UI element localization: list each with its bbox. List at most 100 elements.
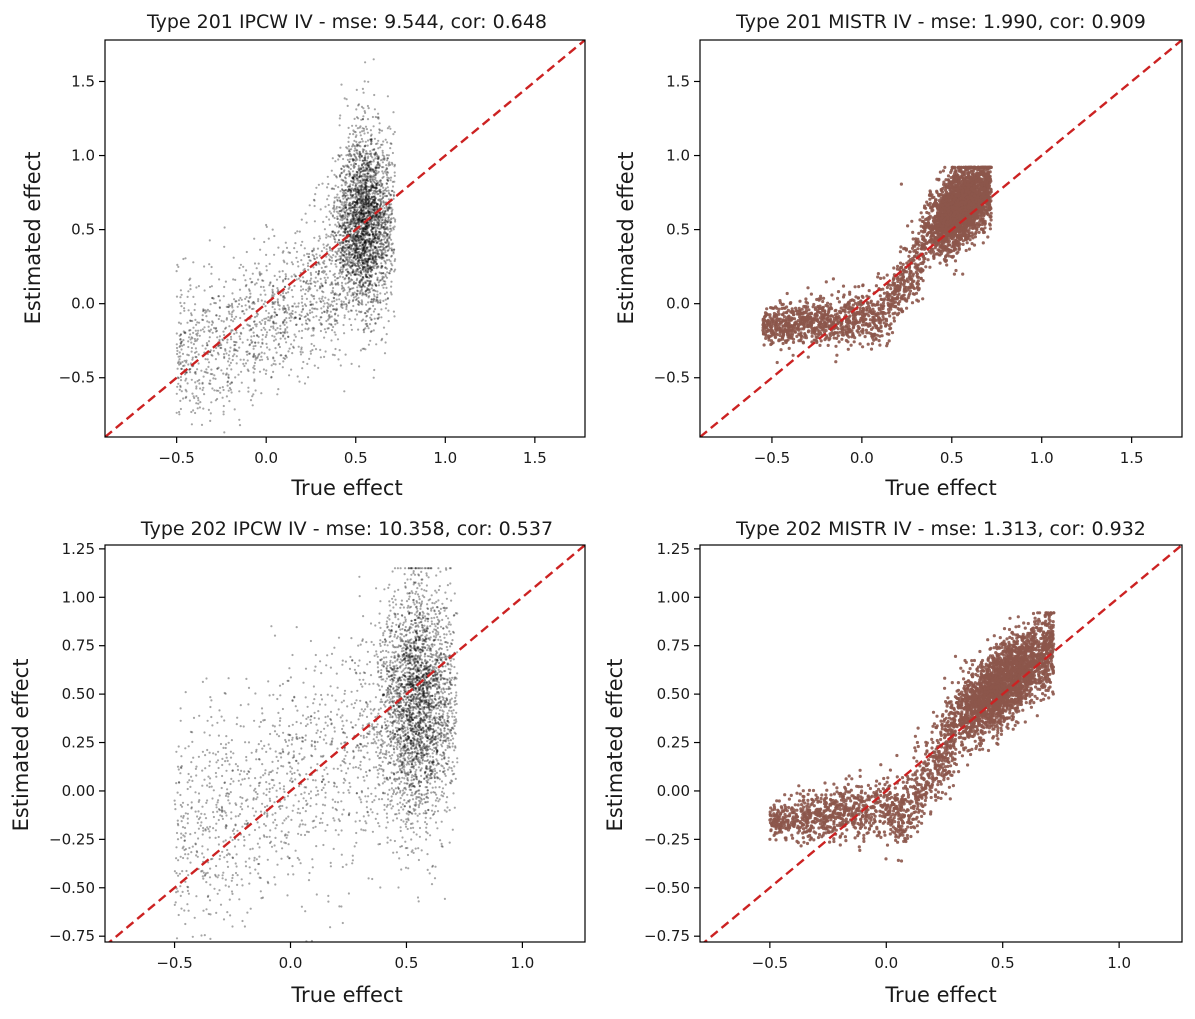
data-point — [340, 228, 342, 230]
data-point — [254, 323, 256, 325]
data-point — [378, 284, 380, 286]
data-point — [382, 140, 384, 142]
data-point — [337, 315, 339, 317]
data-point — [235, 300, 237, 302]
data-point — [359, 210, 361, 212]
data-point — [224, 348, 226, 350]
data-point — [230, 336, 232, 338]
data-point — [261, 338, 263, 340]
data-point — [324, 328, 326, 330]
data-point — [329, 284, 331, 286]
data-point — [282, 360, 284, 362]
data-point — [307, 283, 309, 285]
data-point — [363, 231, 365, 233]
data-point — [196, 368, 198, 370]
data-point — [384, 261, 386, 263]
data-point — [377, 255, 379, 257]
data-point — [297, 375, 299, 377]
data-point — [380, 262, 382, 264]
data-point — [304, 293, 306, 295]
data-point — [190, 342, 192, 344]
data-point — [389, 272, 391, 274]
data-point — [259, 249, 261, 251]
data-point — [373, 125, 375, 127]
data-point — [362, 118, 364, 120]
data-point — [330, 339, 332, 341]
data-point — [356, 313, 358, 315]
data-point — [342, 246, 344, 248]
data-point — [356, 171, 358, 173]
data-point — [216, 314, 218, 316]
data-point — [304, 303, 306, 305]
data-point — [246, 354, 248, 356]
data-point — [352, 177, 354, 179]
data-point — [277, 302, 279, 304]
data-point — [242, 363, 244, 365]
data-point — [367, 132, 369, 134]
data-point — [386, 255, 388, 257]
data-point — [336, 225, 338, 227]
data-point — [195, 373, 197, 375]
data-point — [188, 309, 190, 311]
data-point — [347, 282, 349, 284]
data-point — [942, 183, 945, 186]
data-point — [219, 335, 221, 337]
data-point — [350, 168, 352, 170]
data-point — [391, 247, 393, 249]
data-point — [302, 288, 304, 290]
data-point — [318, 184, 320, 186]
data-point — [362, 88, 364, 90]
data-point — [255, 389, 257, 391]
data-point — [362, 234, 364, 236]
data-point — [282, 335, 284, 337]
data-point — [385, 341, 387, 343]
data-point — [349, 318, 351, 320]
data-point — [360, 292, 362, 294]
data-point — [376, 290, 378, 292]
data-point — [927, 258, 930, 261]
data-point — [238, 419, 240, 421]
data-point — [350, 180, 352, 182]
data-point — [375, 284, 377, 286]
data-point — [202, 387, 204, 389]
data-point — [361, 164, 363, 166]
data-point — [358, 311, 360, 313]
data-point — [342, 195, 344, 197]
data-point — [191, 337, 193, 339]
data-point — [230, 319, 232, 321]
data-point — [180, 408, 182, 410]
data-point — [328, 195, 330, 197]
data-point — [392, 133, 394, 135]
data-point — [234, 344, 236, 346]
data-point — [331, 260, 333, 262]
data-point — [238, 390, 240, 392]
data-point — [263, 286, 265, 288]
data-point — [316, 289, 318, 291]
data-point — [383, 216, 385, 218]
data-point — [279, 276, 281, 278]
data-point-sample — [220, 369, 222, 371]
data-point — [235, 341, 237, 343]
data-point — [286, 326, 288, 328]
data-point — [328, 327, 330, 329]
data-point — [320, 330, 322, 332]
data-point — [387, 219, 389, 221]
data-point — [369, 211, 371, 213]
subplot-2-title: Type 201 MISTR IV - mse: 1.990, cor: 0.9… — [735, 11, 1146, 33]
y-tick-label: 0.5 — [71, 221, 95, 239]
data-point — [364, 263, 366, 265]
data-point — [210, 401, 212, 403]
data-point — [295, 306, 297, 308]
data-point — [363, 162, 365, 164]
data-point — [385, 139, 387, 141]
data-point — [365, 191, 367, 193]
data-point — [184, 257, 186, 259]
data-point — [293, 285, 295, 287]
data-point — [365, 269, 367, 271]
data-point — [355, 131, 357, 133]
data-point — [234, 376, 236, 378]
data-point — [366, 295, 368, 297]
data-point — [310, 283, 312, 285]
data-point — [349, 153, 351, 155]
data-point — [273, 293, 275, 295]
